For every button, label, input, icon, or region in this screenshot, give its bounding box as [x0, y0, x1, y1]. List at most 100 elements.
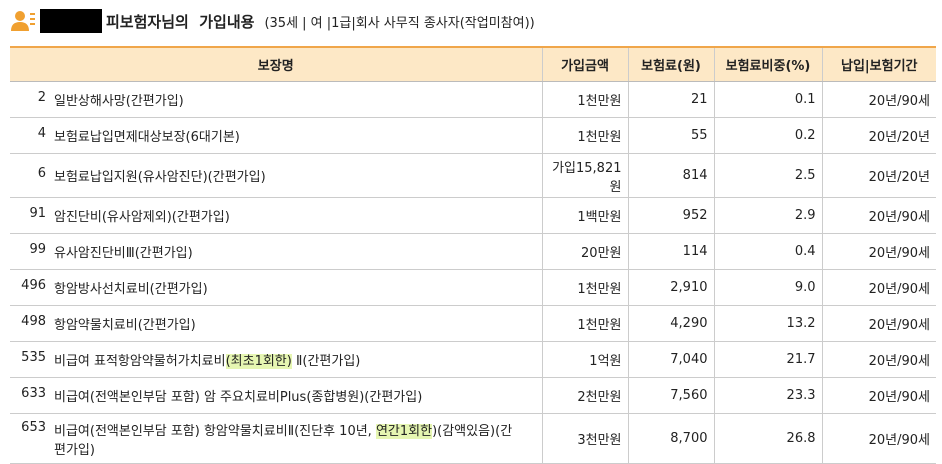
ratio-cell: 2.5 — [713, 153, 822, 198]
ratio-cell: 23.3 — [713, 377, 822, 414]
period-cell: 20년/90세 — [821, 341, 936, 378]
period-cell: 20년/90세 — [821, 197, 936, 234]
name-text: 비급여 표적항암약물허가치료비 — [54, 354, 226, 369]
coverage-number: 2 — [37, 90, 46, 105]
coverage-cell: 2 일반상해사망(간편가입) — [10, 81, 542, 118]
amount-cell: 1천만원 — [541, 269, 628, 306]
subtitle: (35세 | 여 |1급|회사 사무직 종사자(작업미참여)) — [264, 15, 535, 31]
coverage-name: 항암약물치료비(간편가입) — [54, 314, 524, 333]
ratio-cell: 21.7 — [713, 341, 822, 378]
period-cell: 20년/90세 — [821, 269, 936, 306]
title: 피보험자님의 가입내용 — [106, 12, 255, 31]
coverage-cell: 653 비급여(전액본인부담 포함) 항암약물치료비Ⅱ(진단후 10년, 연간1회… — [10, 413, 542, 464]
amount-cell: 1천만원 — [541, 81, 628, 118]
column-header: 납입|보험기간 — [821, 46, 936, 82]
ratio-cell: 0.1 — [713, 81, 822, 118]
column-header: 보장명 — [10, 46, 542, 82]
table-row: 99 유사암진단비Ⅲ(간편가입) 20만원 114 0.4 20년/90세 — [10, 233, 936, 270]
amount-cell: 1백만원 — [541, 197, 628, 234]
table-row: 2 일반상해사망(간편가입) 1천만원 21 0.1 20년/90세 — [10, 81, 936, 118]
name-text: 항암방사선치료비(간편가입) — [54, 282, 208, 297]
coverage-name: 암진단비(유사암제외)(간편가입) — [54, 206, 524, 225]
coverage-number: 498 — [21, 314, 46, 329]
name-text: 비급여(전액본인부담 포함) 항암약물치료비Ⅱ(진단후 10년, — [54, 423, 376, 439]
amount-cell: 2천만원 — [541, 377, 628, 414]
coverage-cell: 633 비급여(전액본인부담 포함) 암 주요치료비Plus(종합병원)(간편가입… — [10, 377, 542, 414]
period-cell: 20년/90세 — [821, 377, 936, 414]
premium-cell: 814 — [627, 153, 714, 198]
ratio-cell: 9.0 — [713, 269, 822, 306]
amount-cell: 1억원 — [541, 341, 628, 378]
period-cell: 20년/20년 — [821, 117, 936, 154]
highlight-text: 연간1회한 — [375, 423, 433, 439]
coverage-name: 일반상해사망(간편가입) — [54, 90, 524, 109]
coverage-name: 비급여(전액본인부담 포함) 항암약물치료비Ⅱ(진단후 10년, 연간1회한)(… — [54, 420, 524, 458]
name-text: 유사암진단비Ⅲ(간편가입) — [54, 246, 193, 261]
table-row: 4 보험료납입면제대상보장(6대기본) 1천만원 55 0.2 20년/20년 — [10, 117, 936, 154]
coverage-number: 496 — [21, 278, 46, 293]
ratio-cell: 0.2 — [713, 117, 822, 154]
coverage-number: 633 — [21, 386, 46, 401]
coverage-cell: 4 보험료납입면제대상보장(6대기본) — [10, 117, 542, 154]
coverage-name: 유사암진단비Ⅲ(간편가입) — [54, 242, 524, 261]
coverage-number: 6 — [37, 166, 46, 181]
coverage-cell: 498 항암약물치료비(간편가입) — [10, 305, 542, 342]
premium-cell: 2,910 — [627, 269, 714, 306]
table-row: 496 항암방사선치료비(간편가입) 1천만원 2,910 9.0 20년/90세 — [10, 269, 936, 306]
amount-cell: 1천만원 — [541, 305, 628, 342]
period-cell: 20년/90세 — [821, 305, 936, 342]
coverage-name: 항암방사선치료비(간편가입) — [54, 278, 524, 297]
premium-cell: 952 — [627, 197, 714, 234]
ratio-cell: 13.2 — [713, 305, 822, 342]
coverage-cell: 6 보험료납입지원(유사암진단)(간편가입) — [10, 153, 542, 198]
column-header: 가입금액 — [541, 46, 628, 82]
table-row: 633 비급여(전액본인부담 포함) 암 주요치료비Plus(종합병원)(간편가입… — [10, 377, 936, 414]
premium-cell: 4,290 — [627, 305, 714, 342]
coverage-name: 비급여(전액본인부담 포함) 암 주요치료비Plus(종합병원)(간편가입) — [54, 386, 524, 405]
period-cell: 20년/90세 — [821, 233, 936, 270]
period-cell: 20년/20년 — [821, 153, 936, 198]
coverage-cell: 496 항암방사선치료비(간편가입) — [10, 269, 542, 306]
column-header: 보험료비중(%) — [713, 46, 822, 82]
name-text: Ⅱ(간편가입) — [291, 354, 361, 369]
name-text: 보험료납입면제대상보장(6대기본) — [54, 130, 240, 145]
ratio-cell: 2.9 — [713, 197, 822, 234]
name-text: 항암약물치료비(간편가입) — [54, 318, 196, 333]
coverage-number: 99 — [29, 242, 46, 257]
amount-cell: 3천만원 — [541, 413, 628, 464]
amount-cell: 20만원 — [541, 233, 628, 270]
ratio-cell: 0.4 — [713, 233, 822, 270]
period-cell: 20년/90세 — [821, 413, 936, 464]
name-text: 보험료납입지원(유사암진단)(간편가입) — [54, 170, 266, 185]
coverage-table: 보장명 가입금액 보험료(원) 보험료비중(%) 납입|보험기간 2 일반상해사망(간편가… — [10, 46, 936, 464]
premium-cell: 7,560 — [627, 377, 714, 414]
name-text: 비급여(전액본인부담 포함) 암 주요치료비Plus(종합병원)(간편가입) — [54, 390, 423, 405]
highlight-text: (최초1회한) — [225, 354, 292, 369]
amount-cell: 1천만원 — [541, 117, 628, 154]
premium-cell: 55 — [627, 117, 714, 154]
coverage-number: 91 — [29, 206, 46, 221]
coverage-cell: 91 암진단비(유사암제외)(간편가입) — [10, 197, 542, 234]
premium-cell: 21 — [627, 81, 714, 118]
name-text: )(감액있음)(간편가입) — [54, 423, 513, 458]
table-row: 653 비급여(전액본인부담 포함) 항암약물치료비Ⅱ(진단후 10년, 연간1회… — [10, 413, 936, 464]
ratio-cell: 26.8 — [713, 413, 822, 464]
coverage-name: 보험료납입면제대상보장(6대기본) — [54, 126, 524, 145]
premium-cell: 114 — [627, 233, 714, 270]
table-row: 498 항암약물치료비(간편가입) 1천만원 4,290 13.2 20년/90세 — [10, 305, 936, 342]
name-text: 암진단비(유사암제외)(간편가입) — [54, 210, 230, 225]
user-icon — [11, 11, 35, 31]
column-header: 보험료(원) — [627, 46, 714, 82]
coverage-number: 535 — [21, 350, 46, 365]
table-body: 2 일반상해사망(간편가입) 1천만원 21 0.1 20년/90세 4 보험료납입면제대상보… — [10, 81, 936, 464]
amount-cell: 가입15,821원 — [541, 153, 628, 198]
coverage-cell: 535 비급여 표적항암약물허가치료비(최초1회한) Ⅱ(간편가입) — [10, 341, 542, 378]
coverage-cell: 99 유사암진단비Ⅲ(간편가입) — [10, 233, 542, 270]
name-text: 일반상해사망(간편가입) — [54, 94, 184, 109]
redacted-name — [40, 9, 102, 33]
premium-cell: 8,700 — [627, 413, 714, 464]
table-row: 535 비급여 표적항암약물허가치료비(최초1회한) Ⅱ(간편가입) 1억원 7,04… — [10, 341, 936, 378]
header-row: 보장명 가입금액 보험료(원) 보험료비중(%) 납입|보험기간 — [10, 46, 936, 82]
coverage-number: 4 — [37, 126, 46, 141]
